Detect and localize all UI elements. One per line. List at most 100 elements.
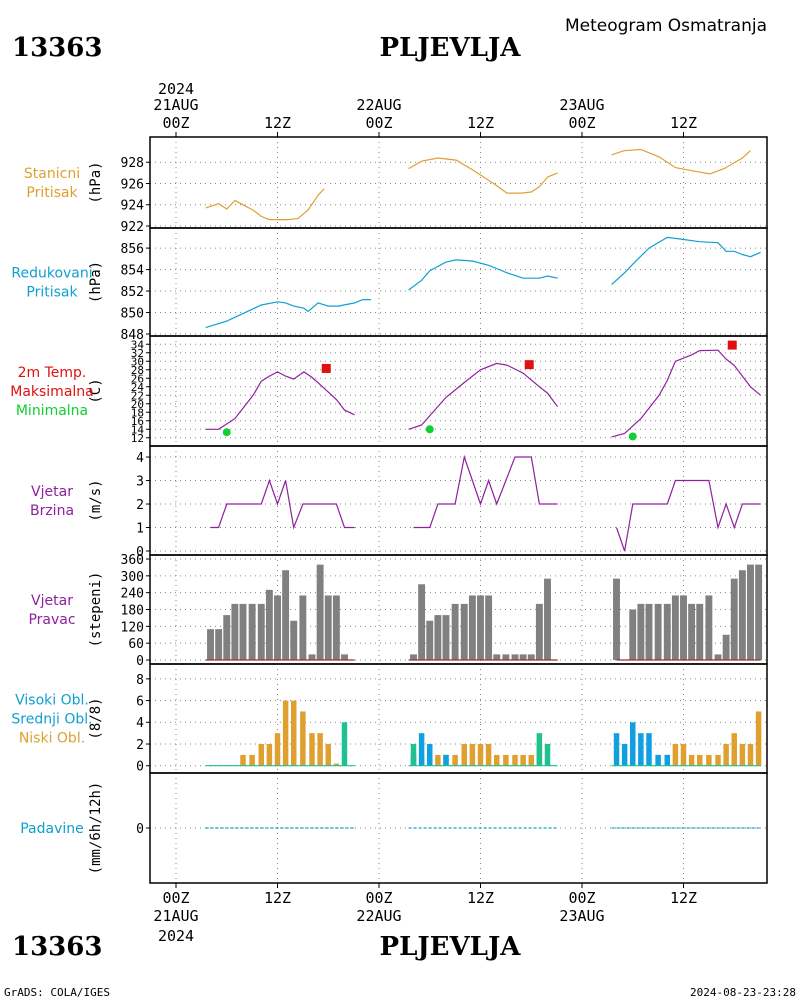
- wind-direction-bar: [290, 620, 298, 660]
- cloud-cover-bar: [723, 744, 729, 766]
- station-pressure-series-line: [205, 188, 325, 221]
- y-tick-label: 32: [131, 347, 144, 360]
- y-tick-label: 848: [121, 328, 144, 343]
- cloud-cover-bar: [274, 733, 281, 766]
- wind-direction-bar: [299, 595, 307, 660]
- station-pressure-ylabel: (hPa): [88, 161, 104, 203]
- wind-direction-bar: [705, 595, 713, 660]
- reduced-pressure-title-line: Pritisak: [26, 285, 78, 301]
- wind-direction-bar: [239, 603, 247, 660]
- y-tick-label: 0: [136, 654, 144, 669]
- bottom-year-label: 2024: [158, 927, 194, 945]
- wind-direction-bar: [308, 654, 316, 660]
- x-tick-label-bottom: 00Z: [162, 889, 189, 907]
- cloud-cover-bar: [325, 744, 331, 766]
- wind-direction-bar: [215, 629, 223, 660]
- y-tick-label: 360: [121, 553, 144, 568]
- max-temp-marker: [727, 340, 737, 350]
- station-name-top: PLJEVLJA: [380, 33, 522, 63]
- cloud-cover-bar: [739, 744, 746, 766]
- y-tick-label: 60: [128, 637, 144, 652]
- wind-direction-bar: [410, 654, 417, 660]
- x-tick-label-top: 00Z: [162, 114, 189, 132]
- cloud-cover-bar: [452, 754, 458, 766]
- temperature-title-line: 2m Temp.: [18, 365, 87, 381]
- temperature-series-line: [408, 362, 559, 430]
- cloud-cover-panel: 0 2 4 6 8 (8/8)Visoki Obl. Srednji Obl. Niski O…: [11, 663, 768, 775]
- wind-direction-bar: [282, 570, 290, 660]
- y-tick-label: 0: [136, 760, 144, 775]
- x-date-label-top: 23AUG: [559, 96, 604, 114]
- precipitation-panel: 0 (mm/6h/12h)Padavine: [20, 772, 768, 884]
- wind-speed-plot: [150, 446, 767, 555]
- reduced-pressure-series-line: [611, 236, 761, 286]
- reduced-pressure-frame: [149, 227, 768, 337]
- cloud-cover-bar: [638, 733, 644, 766]
- wind-direction-bar: [418, 584, 426, 660]
- cloud-cover-bar: [755, 711, 762, 766]
- wind-direction-bar: [442, 615, 450, 660]
- cloud-cover-bar: [427, 744, 433, 766]
- cloud-cover-bar: [300, 711, 306, 766]
- cloud-cover-bar: [528, 754, 534, 766]
- station-id-bottom: 13363: [12, 932, 102, 962]
- cloud-cover-bar: [544, 744, 551, 766]
- wind-direction-bar: [747, 564, 754, 660]
- cloud-cover-bar: [266, 744, 273, 766]
- y-tick-label: 1: [136, 521, 144, 536]
- y-tick-label: 30: [131, 355, 144, 368]
- x-tick-label-bottom: 12Z: [670, 889, 697, 907]
- station-pressure-series-line: [611, 148, 751, 175]
- y-tick-label: 28: [131, 364, 144, 377]
- wind-direction-ylabel: (stepeni): [88, 572, 104, 648]
- station-pressure-frame: [149, 136, 768, 229]
- wind-direction-bar: [722, 634, 730, 660]
- y-tick-label: 240: [121, 587, 144, 602]
- cloud-cover-bar: [520, 754, 526, 766]
- y-tick-label: 180: [121, 603, 144, 618]
- cloud-cover-bar: [680, 744, 687, 766]
- wind-direction-bar: [527, 654, 535, 660]
- cloud-cover-bar: [672, 744, 679, 766]
- wind-speed-title-line: Brzina: [30, 503, 74, 519]
- wind-direction-bar: [477, 595, 484, 660]
- wind-speed-panel: 0 1 2 3 4 (m/s) Vjetar Brzina: [30, 445, 768, 560]
- cloud-cover-bar: [418, 733, 425, 766]
- cloud-cover-bar: [258, 744, 265, 766]
- temperature-ylabel: (C): [88, 378, 104, 403]
- wind-direction-bar: [738, 570, 746, 660]
- cloud-cover-ylabel: (8/8): [88, 697, 104, 739]
- wind-speed-title-line: Vjetar: [31, 484, 73, 500]
- cloud-cover-bar: [613, 733, 620, 766]
- precipitation-ylabel: (mm/6h/12h): [88, 782, 104, 875]
- wind-direction-bar: [223, 615, 231, 660]
- wind-direction-bar: [451, 603, 459, 660]
- x-date-label-top: 22AUG: [356, 96, 401, 114]
- wind-direction-bar: [663, 603, 671, 660]
- y-tick-label: 34: [131, 338, 145, 351]
- y-tick-label: 26: [131, 372, 144, 385]
- x-tick-label-top: 00Z: [365, 114, 392, 132]
- cloud-cover-bar: [410, 744, 417, 766]
- x-date-label-top: 21AUG: [153, 96, 198, 114]
- y-tick-label: 8: [136, 673, 144, 688]
- cloud-cover-bar: [512, 754, 518, 766]
- x-date-label-bottom: 21AUG: [153, 907, 198, 925]
- x-tick-label-bottom: 00Z: [365, 889, 392, 907]
- timestamp-label: 2024-08-23-23:28: [690, 986, 796, 999]
- y-tick-label: 0: [136, 545, 144, 560]
- station-pressure-panel: 922 924 926 928 (hPa) Stanicni Pritisak: [24, 136, 768, 235]
- cloud-cover-bar: [630, 722, 636, 766]
- y-tick-label: 6: [136, 695, 144, 710]
- y-tick-label: 18: [131, 406, 144, 419]
- wind-direction-bar: [316, 564, 324, 660]
- reduced-pressure-panel: 848 850 852 854 856 (hPa)Redukovani Pritisak: [11, 227, 768, 343]
- wind-direction-bar: [257, 603, 265, 660]
- y-tick-label: 856: [121, 242, 144, 257]
- x-date-label-bottom: 22AUG: [356, 907, 401, 925]
- wind-direction-bar: [324, 595, 332, 660]
- x-tick-label-top: 12Z: [264, 114, 291, 132]
- y-tick-label: 300: [121, 570, 144, 585]
- station-name-bottom: PLJEVLJA: [380, 932, 522, 962]
